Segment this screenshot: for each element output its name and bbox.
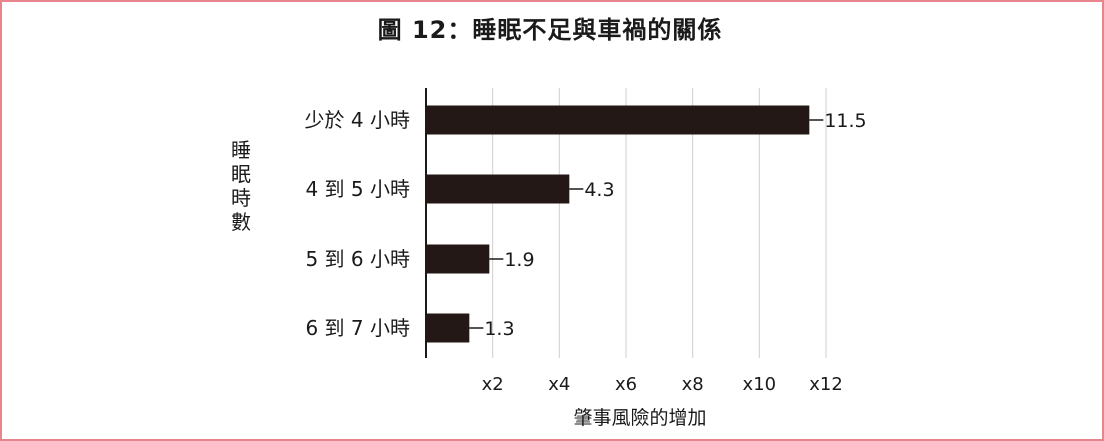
x-tick-label: x10 (743, 374, 777, 395)
category-label: 6 到 7 小時 (305, 316, 410, 340)
x-tick-label: x12 (809, 374, 843, 395)
x-tick-label: x2 (482, 374, 504, 395)
chart-title: 圖 12：睡眠不足與車禍的關係 (377, 16, 723, 44)
x-tick-label: x8 (682, 374, 704, 395)
x-tick-label: x4 (548, 374, 570, 395)
y-axis-label: 睡眠時數 (226, 138, 256, 234)
y-axis-label-char: 數 (231, 210, 251, 234)
x-axis-label: 肇事風險的增加 (573, 407, 707, 429)
category-label: 4 到 5 小時 (305, 177, 410, 201)
y-axis-label-char: 睡 (231, 138, 251, 162)
bar (426, 244, 490, 274)
bar (426, 313, 470, 343)
x-tick-label: x6 (615, 374, 637, 395)
y-axis-label-char: 眠 (231, 162, 251, 186)
value-label: 11.5 (824, 110, 866, 132)
bar (426, 174, 570, 204)
y-axis-label-char: 時 (231, 186, 251, 210)
bar (426, 105, 810, 135)
category-label: 少於 4 小時 (305, 108, 410, 132)
category-label: 5 到 6 小時 (305, 247, 410, 271)
value-label: 1.3 (484, 318, 514, 340)
value-label: 1.9 (504, 249, 534, 271)
value-label: 4.3 (584, 179, 614, 201)
